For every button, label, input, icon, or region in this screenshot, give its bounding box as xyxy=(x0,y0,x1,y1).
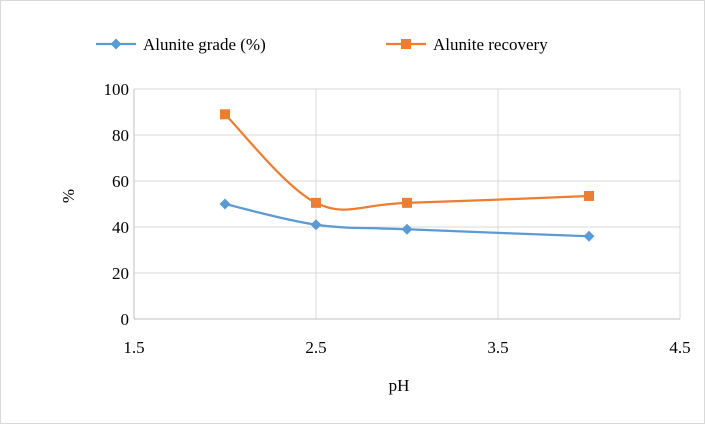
data-point-0-3 xyxy=(583,230,595,242)
y-tick-label: 20 xyxy=(112,264,129,283)
data-point-1-3 xyxy=(584,190,594,201)
x-tick-label: 3.5 xyxy=(487,338,508,357)
data-point-0-0 xyxy=(219,198,231,210)
y-tick-label: 100 xyxy=(104,80,130,99)
x-tick-label: 4.5 xyxy=(669,338,690,357)
x-axis-label: pH xyxy=(389,376,410,395)
data-point-1-2 xyxy=(402,197,412,208)
markers-group xyxy=(219,109,595,242)
series-line-0 xyxy=(224,202,590,238)
data-point-1-0 xyxy=(220,109,230,120)
data-point-0-1 xyxy=(310,219,322,231)
y-tick-label: 80 xyxy=(112,126,129,145)
tick-labels: 0 20 40 60 80 100 1.5 2.5 3.5 4.5 xyxy=(104,80,691,357)
legend-marker-1 xyxy=(401,39,411,49)
axes xyxy=(133,89,680,320)
y-tick-label: 60 xyxy=(112,172,129,191)
legend-label-0: Alunite grade (%) xyxy=(143,35,266,54)
x-tick-label: 2.5 xyxy=(305,338,326,357)
y-tick-label: 40 xyxy=(112,218,129,237)
series-group xyxy=(224,113,590,238)
x-tick-label: 1.5 xyxy=(123,338,144,357)
data-point-0-2 xyxy=(401,223,413,235)
legend-marker-0 xyxy=(110,38,122,50)
legend: Alunite grade (%) Alunite recovery xyxy=(96,35,548,54)
y-axis-label: % xyxy=(59,189,78,203)
data-point-1-1 xyxy=(311,197,321,208)
series-line-1 xyxy=(224,113,590,211)
legend-label-1: Alunite recovery xyxy=(433,35,548,54)
y-tick-label: 0 xyxy=(121,310,130,329)
